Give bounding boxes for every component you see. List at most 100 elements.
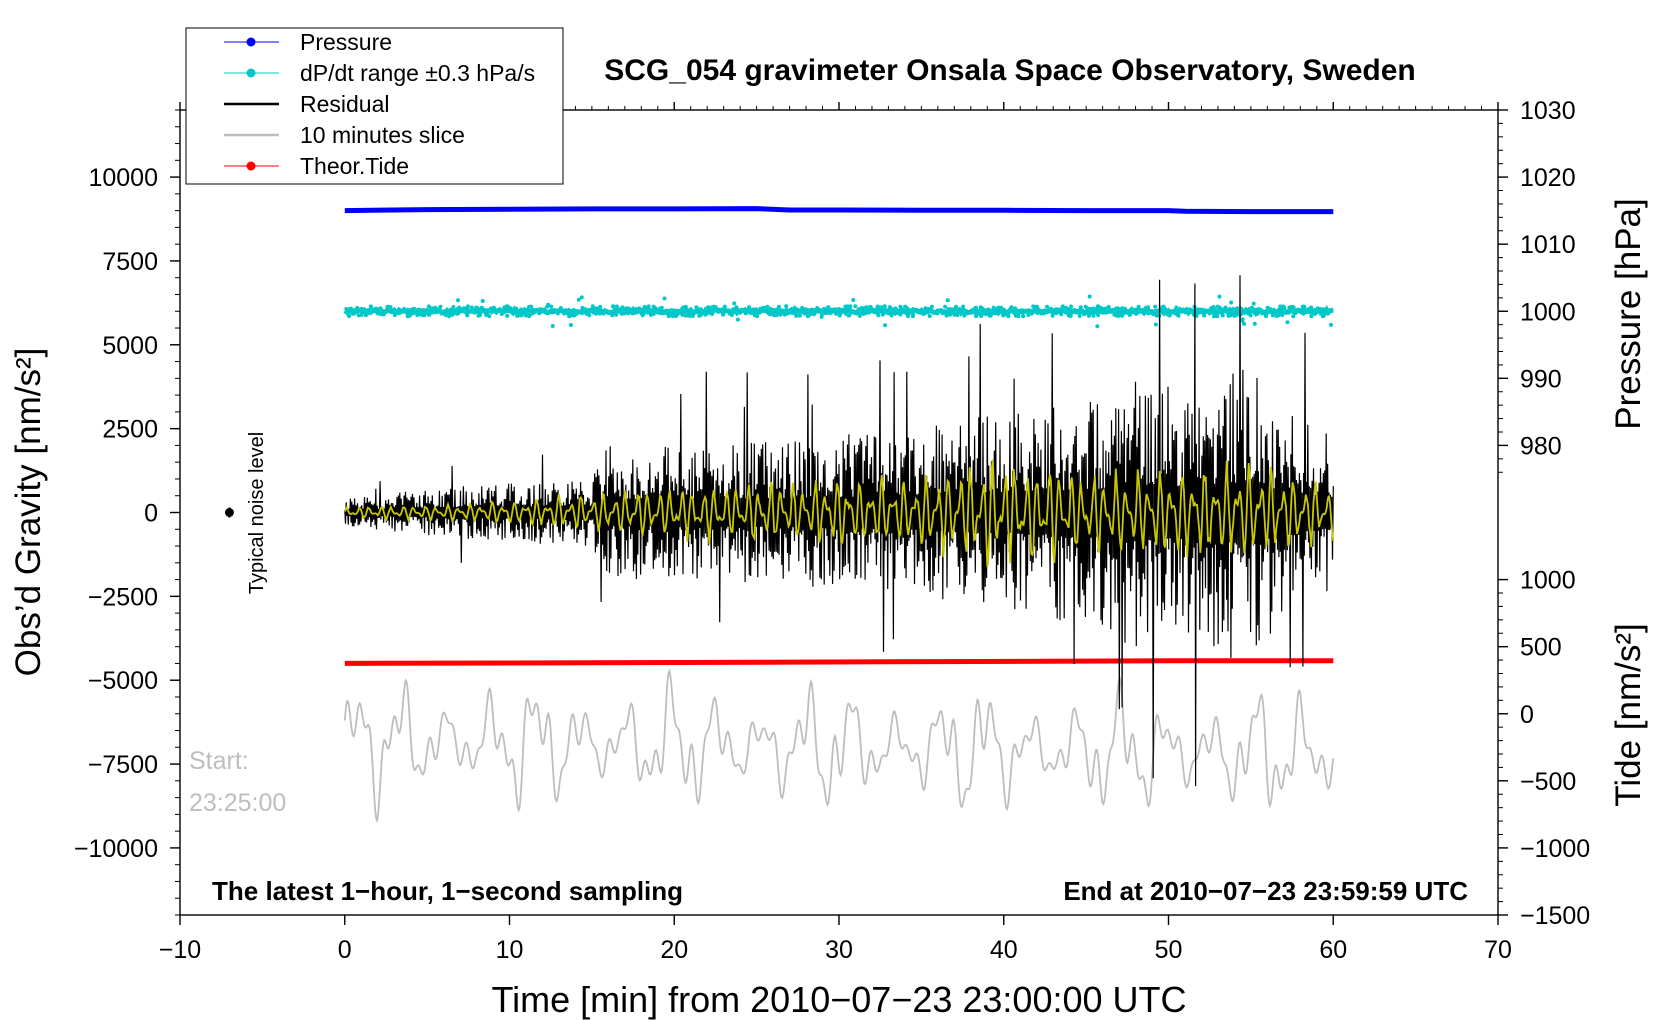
dpdt-point [1094, 308, 1099, 312]
dpdt-point [872, 310, 877, 315]
legend-label: Theor.Tide [300, 153, 409, 179]
y-tick-label: 7500 [102, 248, 158, 276]
dpdt-point [685, 310, 690, 315]
series-pressure [344, 206, 1334, 215]
dpdt-point [1017, 308, 1022, 313]
dpdt-point [1136, 304, 1141, 309]
dpdt-point [837, 313, 842, 318]
dpdt-point [735, 317, 740, 322]
legend-marker [246, 37, 256, 47]
dpdt-point [611, 304, 615, 309]
dpdt-point [346, 312, 350, 316]
dpdt-point [359, 307, 364, 311]
dpdt-point [741, 308, 746, 313]
dpdt-point [576, 297, 581, 302]
dpdt-point [462, 306, 466, 311]
dpdt-point [1215, 314, 1220, 319]
dpdt-point [794, 313, 799, 318]
dpdt-point [880, 312, 885, 317]
dpdt-point [721, 312, 726, 317]
dpdt-point [1176, 313, 1181, 318]
dpdt-point [469, 305, 474, 310]
dpdt-point [893, 306, 898, 311]
series-10-minutes-slice [343, 668, 1335, 824]
start-label: Start: [189, 747, 249, 775]
dpdt-point [712, 304, 716, 309]
dpdt-point [1223, 305, 1228, 310]
dpdt-point [1008, 307, 1013, 312]
y-tick-label: 2500 [102, 416, 158, 444]
pressure-tick-label: 1030 [1520, 97, 1576, 125]
dpdt-point [1270, 313, 1275, 318]
dpdt-point [1119, 309, 1123, 314]
dpdt-point [1123, 308, 1128, 313]
dpdt-point [694, 305, 699, 310]
dpdt-point [1248, 313, 1253, 318]
dpdt-point [465, 313, 470, 318]
pressure-tick-label: 1000 [1520, 298, 1576, 326]
dpdt-point [926, 307, 931, 311]
dpdt-point [1278, 304, 1283, 309]
dpdt-point [1026, 313, 1031, 317]
dpdt-point [899, 307, 904, 312]
dpdt-point [1329, 322, 1333, 327]
dpdt-point [683, 304, 688, 309]
dpdt-point [651, 304, 656, 309]
dpdt-point [754, 307, 759, 312]
dpdt-point [508, 306, 512, 311]
dpdt-point [1240, 310, 1245, 315]
sampling-note: The latest 1−hour, 1−second sampling [212, 876, 683, 906]
dpdt-point [800, 310, 805, 315]
dpdt-point [776, 304, 781, 309]
dpdt-point [435, 307, 440, 312]
dpdt-point [1071, 309, 1076, 314]
dpdt-point [923, 306, 928, 311]
dpdt-point [1251, 301, 1256, 306]
y-axis-pressure-label: Pressure [hPa] [1609, 198, 1648, 430]
dpdt-point [549, 304, 554, 309]
dpdt-point [731, 310, 736, 314]
dpdt-point [367, 308, 372, 312]
dpdt-point [431, 307, 436, 312]
dpdt-point [374, 306, 379, 311]
dpdt-point [1064, 308, 1069, 313]
dpdt-point [819, 314, 824, 319]
dpdt-point [356, 313, 361, 318]
dpdt-point [555, 311, 560, 316]
dpdt-point [480, 299, 485, 303]
dpdt-point [558, 306, 563, 310]
dpdt-point [585, 310, 590, 315]
dpdt-point [997, 305, 1002, 310]
dpdt-point [759, 306, 764, 311]
dpdt-point [1202, 313, 1207, 318]
dpdt-point [447, 314, 452, 319]
dpdt-point [1045, 304, 1050, 309]
dpdt-point [903, 304, 908, 309]
dpdt-point [349, 309, 354, 314]
y-axis-left-label: Obs’d Gravity [nm/s²] [9, 348, 48, 677]
dpdt-point [1087, 294, 1092, 299]
dpdt-point [929, 304, 934, 309]
dpdt-point [1115, 306, 1120, 311]
dpdt-point [1034, 308, 1039, 313]
dpdt-point [1188, 307, 1193, 312]
dpdt-point [1280, 307, 1285, 312]
dpdt-point [943, 304, 948, 309]
dpdt-point [792, 305, 797, 310]
dpdt-point [1209, 306, 1214, 311]
dpdt-point [800, 306, 805, 310]
dpdt-point [1178, 309, 1183, 314]
dpdt-point [886, 311, 891, 316]
legend-label: dP/dt range ±0.3 hPa/s [300, 60, 535, 86]
dpdt-point [1307, 310, 1312, 315]
dpdt-point [379, 311, 384, 316]
dpdt-point [1252, 321, 1257, 326]
dpdt-point [785, 311, 790, 316]
dpdt-point [1141, 307, 1146, 312]
dpdt-point [882, 304, 887, 309]
dpdt-point [861, 311, 866, 316]
dpdt-point [906, 314, 910, 319]
dpdt-point [1153, 304, 1158, 309]
dpdt-point [717, 307, 722, 312]
dpdt-point [867, 310, 872, 315]
